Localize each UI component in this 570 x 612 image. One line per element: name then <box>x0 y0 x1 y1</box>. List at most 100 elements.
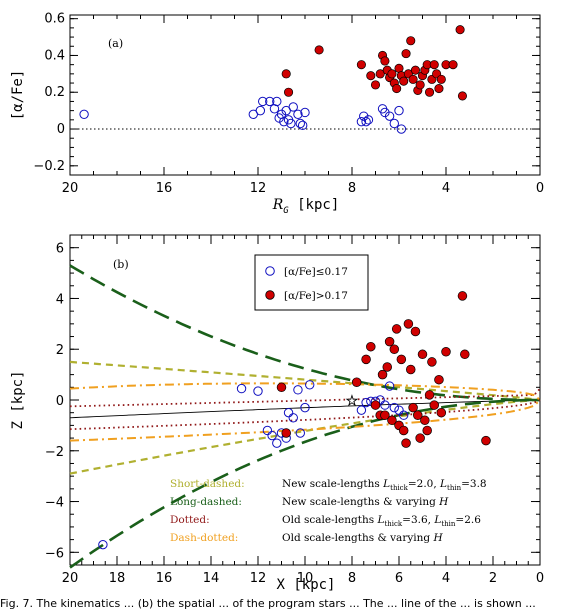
data-point-high-alpha <box>384 336 395 347</box>
data-point-high-alpha <box>436 407 447 418</box>
data-point-high-alpha <box>436 74 446 84</box>
data-point-high-alpha <box>391 324 402 334</box>
y-tick-label: 0.4 <box>44 48 65 63</box>
data-point-high-alpha <box>380 56 390 66</box>
data-point-low-alpha <box>305 380 315 390</box>
x-tick-label: 6 <box>395 571 403 586</box>
y-tick-label: −0.2 <box>33 159 65 174</box>
data-point-high-alpha <box>401 438 411 448</box>
data-point-low-alpha <box>361 116 371 127</box>
x-tick-label: 20 <box>62 181 79 196</box>
data-point-low-alpha <box>363 115 374 125</box>
data-point-high-alpha <box>429 60 439 70</box>
data-point-low-alpha <box>384 111 395 121</box>
panel-b-label: (b) <box>113 258 129 271</box>
panel-a-label: (a) <box>108 37 123 50</box>
data-point-high-alpha <box>399 76 409 86</box>
model-curve-long-dashed <box>69 264 540 402</box>
data-point-high-alpha <box>389 344 400 354</box>
data-point-high-alpha <box>415 433 425 443</box>
panel-b-points <box>98 291 491 550</box>
data-point-low-alpha <box>236 383 247 394</box>
x-tick-label: 10 <box>297 571 314 586</box>
data-point-high-alpha <box>408 402 418 413</box>
data-point-low-alpha <box>396 124 407 134</box>
panel-a-points <box>79 25 467 134</box>
data-point-high-alpha <box>314 45 324 55</box>
legend: [α/Fe]≤0.17 [α/Fe]>0.17 <box>254 254 369 311</box>
legend-label-low: [α/Fe]≤0.17 <box>284 266 348 278</box>
y-tick-label: 0.2 <box>44 85 65 100</box>
data-point-low-alpha <box>288 413 298 423</box>
data-point-high-alpha <box>413 410 423 420</box>
data-point-low-alpha <box>262 425 273 436</box>
panel-a-frame <box>69 14 541 176</box>
x-tick-label: 2 <box>489 571 497 586</box>
note-dash-dotted: Dash-dotted: Old scale-lengths & varying… <box>170 532 443 544</box>
note-dotted: Dotted: Old scale-lengths Lthick=3.6, Lt… <box>170 514 481 528</box>
model-curve-dash-dotted <box>69 399 541 442</box>
data-point-high-alpha <box>406 36 416 46</box>
data-point-high-alpha <box>434 84 444 94</box>
data-point-high-alpha <box>408 74 418 84</box>
data-point-low-alpha <box>293 109 303 120</box>
x-tick-label: 12 <box>250 571 267 586</box>
legend-box <box>254 254 369 311</box>
y-tick-label: 0 <box>56 394 64 409</box>
data-point-high-alpha <box>406 364 416 375</box>
figure-caption: Fig. 7. The kinematics ... (b) the spati… <box>0 597 536 610</box>
curve-annotations: Short-dashed: New scale-lengths Lthick=2… <box>170 478 487 544</box>
y-tick-label: 2 <box>56 343 64 358</box>
data-point-low-alpha <box>361 397 371 408</box>
y-tick-label: 0.6 <box>44 12 65 27</box>
data-point-low-alpha <box>98 539 108 550</box>
panel-b-curves <box>69 264 541 569</box>
data-point-high-alpha <box>424 390 435 400</box>
legend-label-high: [α/Fe]>0.17 <box>284 290 348 302</box>
data-point-low-alpha <box>399 410 409 420</box>
data-point-low-alpha <box>394 405 404 415</box>
y-tick-label: −6 <box>45 546 64 561</box>
x-tick-label: 4 <box>442 571 450 586</box>
data-point-low-alpha <box>258 96 268 107</box>
data-point-high-alpha <box>351 377 362 387</box>
data-point-high-alpha <box>427 357 437 367</box>
data-point-low-alpha <box>300 402 310 413</box>
data-point-low-alpha <box>359 111 369 121</box>
model-curve-short-dashed <box>69 398 541 475</box>
data-point-low-alpha <box>380 107 390 118</box>
data-point-low-alpha <box>394 105 404 116</box>
data-point-high-alpha <box>422 425 432 436</box>
data-point-high-alpha <box>366 71 376 81</box>
data-point-low-alpha <box>297 120 308 131</box>
data-point-high-alpha <box>455 25 465 35</box>
data-point-high-alpha <box>375 69 385 79</box>
sun-star-icon: ★ <box>346 394 358 409</box>
data-point-high-alpha <box>429 400 440 410</box>
legend-open-circle-marker <box>265 266 275 276</box>
data-point-low-alpha <box>272 438 282 448</box>
data-point-high-alpha <box>366 341 376 352</box>
x-tick-label: 0 <box>536 571 544 586</box>
data-point-high-alpha <box>387 415 397 426</box>
panel-a-ylabel: [α/Fe] <box>10 70 26 121</box>
model-curve-long-dashed <box>69 398 540 569</box>
data-point-low-alpha <box>293 385 303 395</box>
data-point-low-alpha <box>283 407 294 418</box>
data-point-high-alpha <box>387 69 397 79</box>
data-point-low-alpha <box>356 405 367 415</box>
data-point-high-alpha <box>276 382 287 393</box>
data-point-low-alpha <box>267 430 277 441</box>
data-point-high-alpha <box>460 349 470 360</box>
y-tick-label: 0 <box>57 122 65 137</box>
data-point-low-alpha <box>380 400 390 410</box>
data-point-high-alpha <box>420 415 430 426</box>
x-tick-label: 14 <box>203 571 220 586</box>
data-point-high-alpha <box>457 291 468 301</box>
x-tick-label: 8 <box>348 181 356 196</box>
panel-b-ylabel: Z [kpc] <box>10 370 26 429</box>
data-point-high-alpha <box>281 428 291 438</box>
